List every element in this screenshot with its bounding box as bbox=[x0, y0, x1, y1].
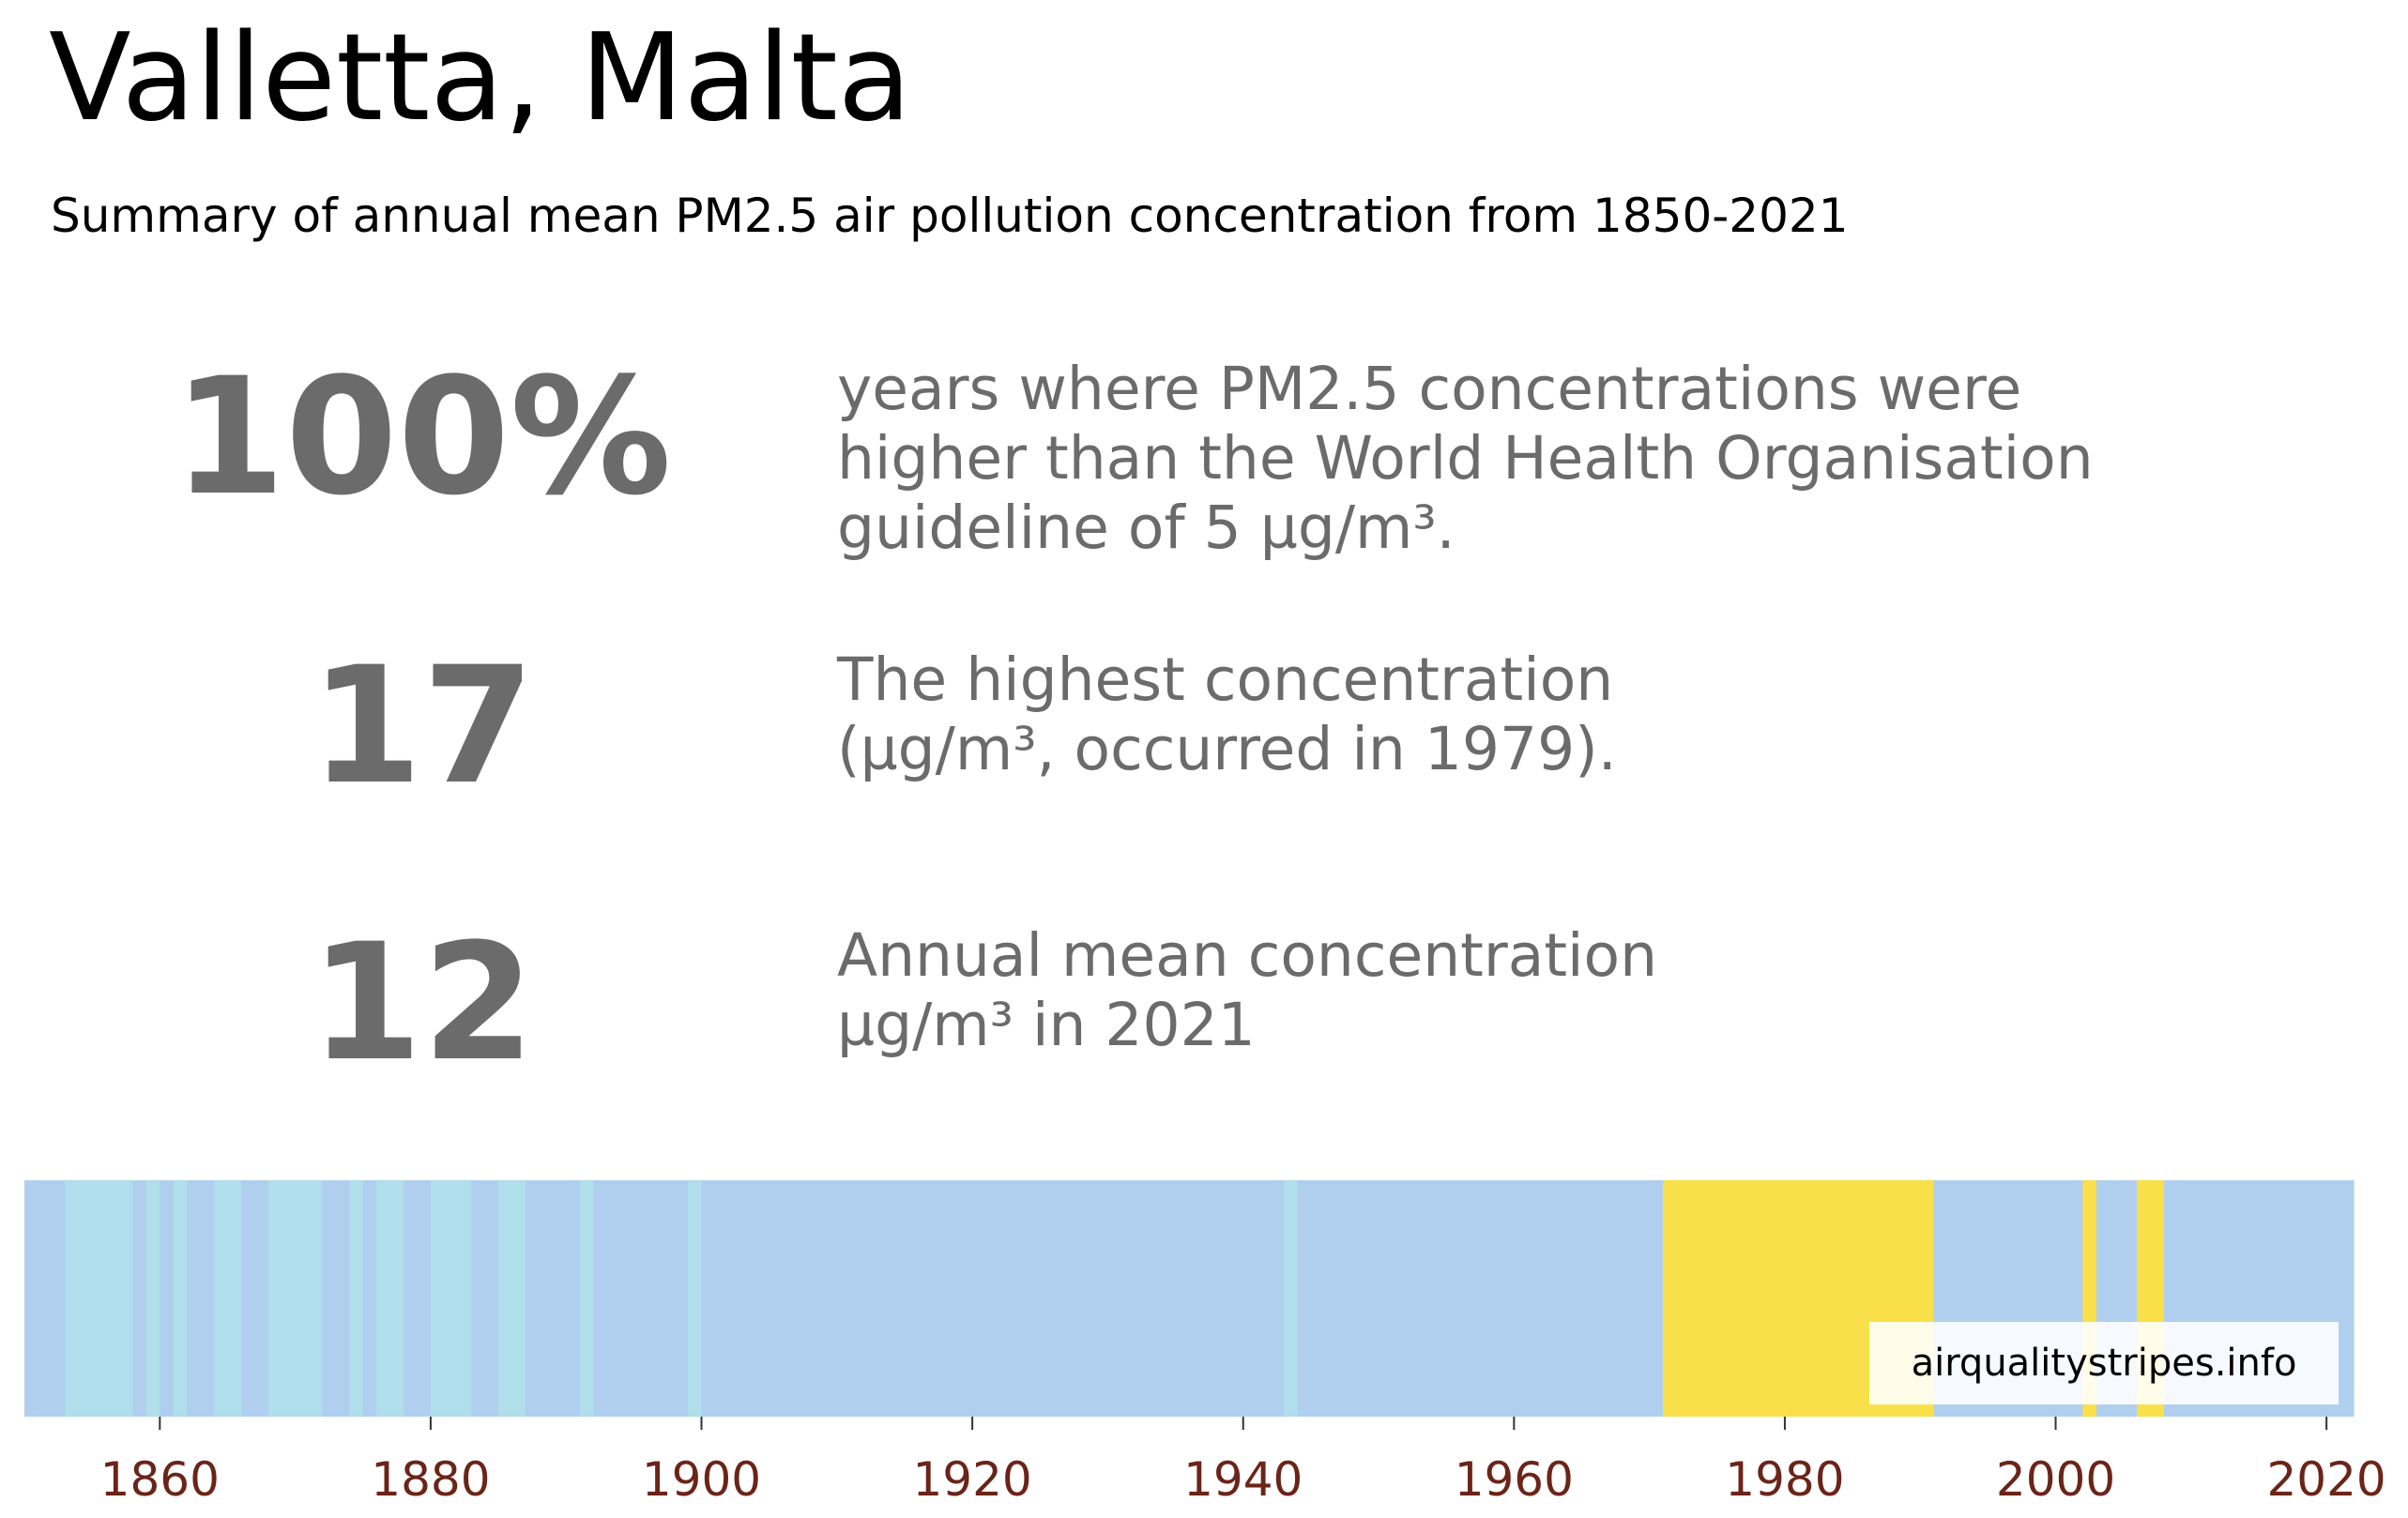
x-tick-label-2000: 2000 bbox=[1996, 1452, 2115, 1507]
stripe-1878-1880 bbox=[404, 1180, 432, 1417]
stripe-1872-1874 bbox=[322, 1180, 350, 1417]
x-tick-label-1880: 1880 bbox=[371, 1452, 490, 1507]
stripe-1900-1943 bbox=[701, 1180, 1285, 1417]
stripe-1887-1891 bbox=[525, 1180, 581, 1417]
x-tick-label-2020: 2020 bbox=[2267, 1452, 2386, 1507]
stat-highest-concentration: 17 bbox=[310, 631, 535, 820]
stat-percent-above-guideline-description: years where PM2.5 concentrations were hi… bbox=[837, 355, 2094, 562]
stripe-1943-1944 bbox=[1284, 1180, 1299, 1417]
stripe-1853-1858 bbox=[65, 1180, 134, 1417]
stat-highest-concentration-description: The highest concentration (µg/m³, occurr… bbox=[837, 645, 1617, 783]
stripe-1883-1885 bbox=[471, 1180, 499, 1417]
stat-current-mean: 12 bbox=[310, 908, 535, 1097]
stripe-1858-1859 bbox=[132, 1180, 147, 1417]
stripe-1885-1887 bbox=[498, 1180, 526, 1417]
stripe-1880-1883 bbox=[430, 1180, 472, 1417]
stat-current-mean-description: Annual mean concentration µg/m³ in 2021 bbox=[837, 921, 1658, 1059]
stripe-1860-1861 bbox=[160, 1180, 175, 1417]
watermark: airqualitystripes.info bbox=[1911, 1342, 2297, 1385]
stripe-1864-1866 bbox=[214, 1180, 242, 1417]
x-tick-label-1960: 1960 bbox=[1455, 1452, 1574, 1507]
stripe-1862-1864 bbox=[187, 1180, 215, 1417]
stripe-1850-1851 bbox=[24, 1180, 39, 1417]
stripe-1891-1892 bbox=[579, 1180, 594, 1417]
page-title: Valletta, Malta bbox=[49, 8, 912, 148]
stripe-1866-1868 bbox=[240, 1180, 269, 1417]
x-tick-label-1860: 1860 bbox=[100, 1452, 220, 1507]
stripe-1899-1900 bbox=[688, 1180, 703, 1417]
stripe-1892-1899 bbox=[593, 1180, 689, 1417]
watermark-background bbox=[1869, 1322, 2339, 1404]
x-tick-label-1980: 1980 bbox=[1725, 1452, 1844, 1507]
stripe-1875-1876 bbox=[362, 1180, 377, 1417]
page-subtitle: Summary of annual mean PM2.5 air polluti… bbox=[51, 189, 1849, 243]
stripe-1859-1860 bbox=[145, 1180, 160, 1417]
stripe-1851-1853 bbox=[38, 1180, 66, 1417]
stat-percent-above-guideline: 100% bbox=[173, 342, 672, 531]
stripe-1868-1872 bbox=[267, 1180, 324, 1417]
stripe-1861-1862 bbox=[173, 1180, 188, 1417]
x-tick-label-1940: 1940 bbox=[1183, 1452, 1303, 1507]
x-axis-ticks: 1860 1880 1900 1920 1940 1960 1980 2000 2020 bbox=[100, 1417, 2386, 1507]
x-tick-label-1920: 1920 bbox=[912, 1452, 1031, 1507]
stripe-1874-1875 bbox=[349, 1180, 364, 1417]
stripes-group bbox=[24, 1180, 2355, 1417]
stripe-1944-1971 bbox=[1297, 1180, 1664, 1417]
x-tick-label-1900: 1900 bbox=[642, 1452, 761, 1507]
stripe-1876-1878 bbox=[376, 1180, 404, 1417]
